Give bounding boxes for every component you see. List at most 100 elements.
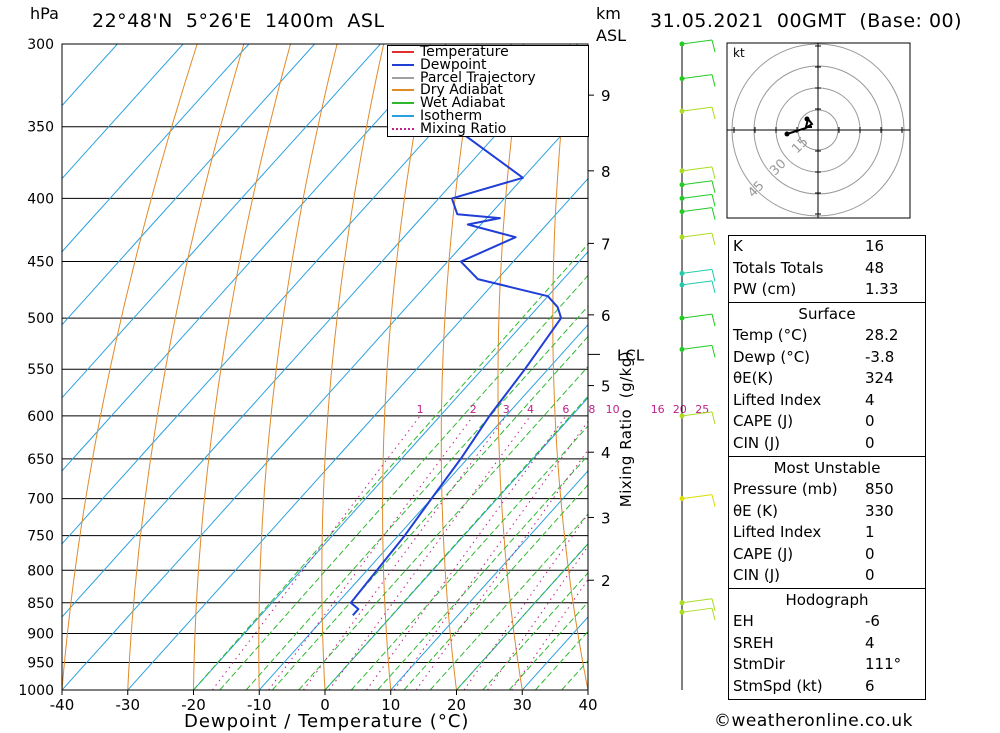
legend-item: Temperature xyxy=(388,45,509,59)
x-tick-label: -20 xyxy=(181,696,206,714)
wind-barb xyxy=(681,193,713,199)
y-tick-label: 400 xyxy=(27,191,54,207)
mixing-ratio-label: 20 xyxy=(673,403,687,416)
dry-adiabat-line xyxy=(62,44,198,690)
index-row: Temp (°C) 28.2 xyxy=(729,325,925,347)
wind-barb xyxy=(681,280,713,286)
index-value: 324 xyxy=(865,369,894,387)
legend-swatch xyxy=(392,127,414,130)
wet-adiabat-line xyxy=(350,425,588,690)
index-value: 850 xyxy=(865,480,894,498)
wet-adiabat-line xyxy=(377,454,588,690)
mixing-ratio-label: 3 xyxy=(503,403,510,416)
wind-barb xyxy=(681,344,713,350)
mixing-ratio-line xyxy=(415,449,588,690)
wind-barb-flag xyxy=(711,280,716,294)
wind-barb xyxy=(681,39,713,45)
y-tick-label: 1000 xyxy=(18,683,54,699)
mixing-ratio-label: 2 xyxy=(470,403,477,416)
wet-adiabat-line xyxy=(272,335,588,690)
legend-item: Parcel Trajectory xyxy=(388,71,536,85)
index-value: 0 xyxy=(865,566,875,584)
index-row: CAPE (J) 0 xyxy=(729,544,925,566)
wet-adiabat-line xyxy=(193,243,588,690)
legend-swatch xyxy=(392,51,414,53)
x-tick-label: 0 xyxy=(320,696,330,714)
wind-barb xyxy=(681,232,713,238)
isotherm-line xyxy=(62,44,578,618)
isotherm-line xyxy=(62,44,250,253)
wind-barb-flag xyxy=(711,180,716,193)
location-title: 22°48'N 5°26'E 1400m ASL xyxy=(92,10,385,32)
index-row: θE (K) 330 xyxy=(729,501,925,523)
mixing-ratio-line xyxy=(366,415,567,690)
isotherm-line xyxy=(62,44,447,472)
isotherm-line xyxy=(62,44,315,326)
legend-item: Mixing Ratio xyxy=(388,122,506,136)
isotherm-line xyxy=(127,177,588,690)
index-value: 330 xyxy=(865,501,894,520)
index-row: Pressure (mb) 850 xyxy=(729,479,925,501)
wind-barb xyxy=(681,207,713,213)
y-tick-label: 300 xyxy=(27,37,54,53)
index-row: θE(K) 324 xyxy=(729,368,925,390)
y-tick-label: 850 xyxy=(27,596,54,612)
km-tick-label: 3 xyxy=(601,509,611,527)
dry-adiabat-line xyxy=(552,44,588,690)
isotherm-line xyxy=(62,44,513,545)
index-value: 111° xyxy=(865,655,902,673)
hodograph-point xyxy=(804,116,810,122)
wind-barb xyxy=(681,411,713,417)
dry-adiabat-line xyxy=(321,44,385,690)
index-label: PW (cm) xyxy=(733,280,797,298)
km-tick-label: 6 xyxy=(601,307,611,325)
legend-swatch xyxy=(392,102,414,105)
y-tick-label: 650 xyxy=(27,452,54,468)
surface-box: Surface Temp (°C) 28.2 Dewp (°C) -3.8 θE(K) 32… xyxy=(728,302,926,457)
x-axis-label: Dewpoint / Temperature (°C) xyxy=(184,711,470,732)
wind-barb xyxy=(681,313,713,319)
x-tick-label: -40 xyxy=(50,696,75,714)
dry-adiabat-line xyxy=(943,44,1000,690)
legend-item: Wet Adiabat xyxy=(388,96,505,110)
section-title: Most Unstable xyxy=(773,459,881,477)
index-label: CIN (J) xyxy=(733,433,781,452)
index-row: StmDir 111° xyxy=(729,654,925,676)
index-value: 4 xyxy=(865,390,875,409)
dry-adiabat-line xyxy=(258,44,338,690)
km-tick-label: 8 xyxy=(601,163,611,181)
index-value: 48 xyxy=(865,258,885,277)
index-value: 4 xyxy=(865,633,875,652)
isotherm-line xyxy=(456,543,588,690)
isotherm-line xyxy=(390,470,588,690)
y-tick-label: 900 xyxy=(27,626,54,642)
dry-adiabat-line xyxy=(440,44,478,690)
wind-barb-flag xyxy=(711,207,716,220)
wind-barb-flag xyxy=(711,494,716,507)
legend-label: Dry Adiabat xyxy=(420,82,503,99)
mixing-ratio-line xyxy=(487,545,588,690)
section-title: Hodograph xyxy=(785,591,869,609)
mixing-ratio-label: 10 xyxy=(606,403,620,416)
index-row: EH -6 xyxy=(729,611,925,633)
legend: Temperature Dewpoint Parcel Trajectory Dry … xyxy=(387,45,589,137)
index-value: -3.8 xyxy=(865,347,895,366)
y-tick-label: 800 xyxy=(27,563,54,579)
asl-label: ASL xyxy=(596,26,627,45)
index-value: 1.33 xyxy=(865,280,899,298)
isotherm-line xyxy=(62,44,118,107)
index-row: SREH 4 xyxy=(729,633,925,655)
pressure-unit-label: hPa xyxy=(30,4,59,23)
mixing-ratio-label: 8 xyxy=(588,403,595,416)
x-tick-label: 10 xyxy=(381,696,400,714)
km-tick-label: 2 xyxy=(601,572,611,590)
wind-barb-flag xyxy=(711,608,716,621)
wind-barb-flag xyxy=(711,411,716,425)
km-tick-label: 9 xyxy=(601,87,611,105)
index-label: θE (K) xyxy=(733,501,778,520)
most-unstable-box: Most Unstable Pressure (mb) 850 θE (K) 330 Li… xyxy=(728,456,926,589)
index-label: θE(K) xyxy=(733,369,774,387)
y-tick-label: 700 xyxy=(27,492,54,508)
index-value: 1 xyxy=(865,523,875,541)
